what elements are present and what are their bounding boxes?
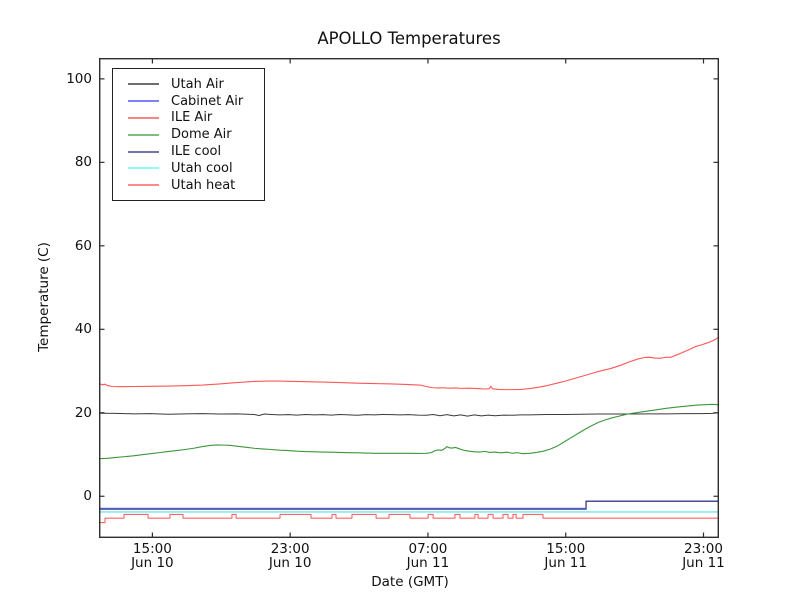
series-line-utah-air	[98, 412, 720, 417]
y-tick-label: 100	[66, 70, 92, 87]
x-tick-label: 23:00 Jun 10	[250, 541, 330, 571]
x-tick-label: 07:00 Jun 11	[388, 541, 468, 571]
y-tick-label: 20	[74, 404, 92, 421]
series-line-ile-cool	[99, 500, 719, 510]
x-tick-label: 15:00 Jun 11	[526, 541, 606, 571]
legend-label: Dome Air	[171, 127, 232, 143]
chart-title: APOLLO Temperatures	[317, 29, 501, 48]
y-tick-label: 40	[74, 321, 92, 338]
plot-frame	[98, 57, 719, 539]
legend-line-swatch	[128, 150, 159, 153]
legend-label: ILE Air	[171, 110, 213, 126]
x-tick-time: 07:00	[408, 541, 448, 557]
x-axis-label: Date (GMT)	[371, 574, 449, 590]
plot-area	[98, 57, 720, 539]
x-tick-label: 23:00 Jun 11	[664, 541, 744, 571]
legend-item-utah-air: Utah Air	[121, 76, 256, 93]
legend-label: Cabinet Air	[171, 93, 244, 109]
legend-line-swatch	[128, 116, 159, 119]
x-tick-label: 15:00 Jun 10	[112, 541, 192, 571]
y-axis-label: Temperature (C)	[36, 242, 52, 352]
legend-item-ile-cool: ILE cool	[121, 143, 256, 160]
legend-label: Utah cool	[171, 160, 233, 176]
legend-label: ILE cool	[171, 144, 222, 160]
x-tick-time: 15:00	[132, 541, 172, 557]
x-tick-time: 23:00	[684, 541, 723, 557]
x-tick-time: 23:00	[270, 541, 310, 557]
x-tick-time: 15:00	[546, 541, 586, 557]
legend-item-ile-air: ILE Air	[121, 110, 256, 127]
y-tick-label: 60	[74, 237, 92, 254]
legend-item-cabinet-air: Cabinet Air	[121, 93, 256, 110]
x-tick-date: Jun 10	[131, 554, 174, 571]
series-line-utah-heat	[99, 513, 719, 524]
x-tick-date: Jun 11	[544, 554, 587, 571]
x-tick-date: Jun 11	[406, 554, 450, 571]
y-tick-label: 0	[83, 488, 92, 505]
x-tick-date: Jun 11	[682, 554, 725, 571]
legend: Utah Air Cabinet Air ILE Air Dome Air ILE co…	[112, 68, 265, 201]
legend-line-swatch	[128, 184, 159, 187]
y-tick-label: 80	[74, 154, 92, 171]
legend-item-utah-heat: Utah heat	[121, 177, 256, 194]
legend-label: Utah heat	[171, 177, 236, 193]
legend-line-swatch	[128, 83, 159, 86]
series-line-ile-air	[98, 336, 720, 391]
x-tick-date: Jun 10	[268, 554, 312, 571]
legend-item-dome-air: Dome Air	[121, 126, 256, 143]
legend-line-swatch	[128, 167, 159, 170]
series-line-dome-air	[98, 403, 720, 460]
legend-line-swatch	[128, 100, 159, 103]
legend-label: Utah Air	[171, 76, 224, 92]
legend-item-utah-cool: Utah cool	[121, 160, 256, 177]
series-line-cabinet-air	[99, 500, 719, 509]
legend-line-swatch	[128, 133, 159, 136]
